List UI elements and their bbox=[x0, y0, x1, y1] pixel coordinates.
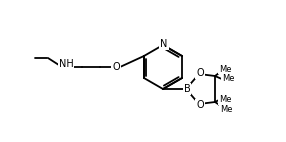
Text: Me: Me bbox=[219, 64, 231, 74]
Text: NH: NH bbox=[59, 59, 74, 69]
Text: O: O bbox=[112, 62, 120, 72]
Text: O: O bbox=[196, 100, 204, 110]
Text: O: O bbox=[196, 68, 204, 78]
Text: Me: Me bbox=[220, 105, 232, 113]
Text: Me: Me bbox=[219, 96, 231, 105]
Text: N: N bbox=[160, 39, 168, 49]
Text: B: B bbox=[184, 84, 190, 94]
Text: Me: Me bbox=[222, 74, 234, 83]
